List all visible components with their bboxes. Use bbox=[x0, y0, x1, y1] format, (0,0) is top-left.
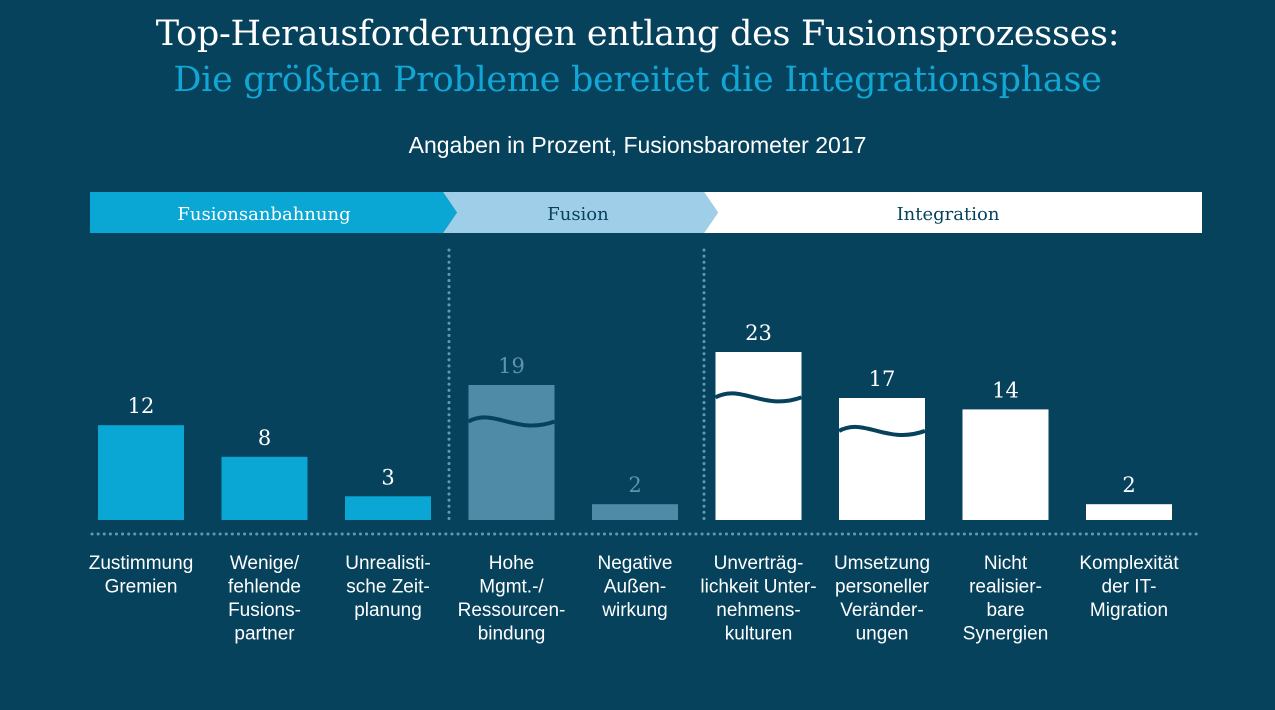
phase-dividers bbox=[90, 248, 1204, 536]
category-label-line: realisier- bbox=[969, 577, 1042, 598]
category-label-line: partner bbox=[234, 624, 295, 645]
axis-break-mark bbox=[838, 424, 926, 437]
phase-band-fusionsanbahnung bbox=[90, 192, 457, 233]
category-label-line: Gremien bbox=[105, 577, 178, 598]
category-label-line: Komplexität bbox=[1079, 553, 1179, 574]
bar bbox=[839, 398, 925, 520]
category-label-line: Negative bbox=[598, 553, 673, 574]
bars: 12 8 3 19 2 23 17 14 2 bbox=[98, 321, 1172, 520]
category-label-line: personeller bbox=[835, 577, 930, 598]
category-label-line: Unrealisti- bbox=[345, 553, 431, 574]
category-label-line: der IT- bbox=[1102, 577, 1157, 598]
data-label: 8 bbox=[258, 426, 271, 450]
data-label: 19 bbox=[498, 354, 525, 378]
category-label-line: Mgmt.-/ bbox=[479, 577, 544, 598]
category-label-line: planung bbox=[354, 600, 422, 621]
category-label-line: Veränder- bbox=[840, 600, 923, 621]
data-label: 17 bbox=[869, 367, 896, 391]
category-label-line: lichkeit Unter- bbox=[700, 577, 816, 598]
chart-title: Top-Herausforderungen entlang des Fusion… bbox=[155, 14, 1120, 54]
category-label: Wenige/fehlende Fusions-partner bbox=[228, 553, 301, 645]
axis-break-mark bbox=[714, 391, 803, 404]
category-label-line: bare bbox=[986, 600, 1024, 621]
category-label-line: Ressourcen- bbox=[458, 600, 566, 621]
category-label-line: Umsetzung bbox=[834, 553, 930, 574]
phase-label-integration: Integration bbox=[897, 204, 1000, 225]
category-label: Unrealisti-sche Zeit-planung bbox=[345, 553, 431, 621]
category-labels: Zustimmung Gremien Wenige/fehlende Fusions-… bbox=[89, 553, 1180, 645]
data-label: 2 bbox=[628, 473, 641, 497]
category-label-line: Synergien bbox=[963, 624, 1049, 645]
category-label: Zustimmung Gremien bbox=[89, 553, 194, 598]
category-label-line: kulturen bbox=[725, 624, 793, 645]
data-label: 14 bbox=[992, 378, 1019, 402]
phase-label-fusionsanbahnung: Fusionsanbahnung bbox=[177, 204, 350, 225]
category-label: Komplexität der IT-Migration bbox=[1079, 553, 1179, 621]
category-label-line: fehlende bbox=[228, 577, 301, 598]
category-label: Hohe Mgmt.-/Ressourcen-bindung bbox=[458, 553, 566, 645]
category-label-line: nehmens- bbox=[716, 600, 801, 621]
phase-band: Fusionsanbahnung Fusion Integration bbox=[90, 192, 1202, 233]
category-label-line: Unverträg- bbox=[714, 553, 804, 574]
phase-label-fusion: Fusion bbox=[547, 204, 609, 225]
category-label-line: bindung bbox=[478, 624, 546, 645]
axis-break-mark bbox=[467, 415, 556, 428]
data-label: 12 bbox=[128, 394, 155, 418]
category-label-line: Nicht bbox=[984, 553, 1028, 574]
category-label: Umsetzung personeller Veränder-ungen bbox=[834, 553, 930, 645]
data-label: 3 bbox=[381, 465, 394, 489]
category-label-line: Außen- bbox=[604, 577, 666, 598]
bar bbox=[1086, 504, 1172, 520]
category-label: Unverträg-lichkeit Unter-nehmens-kulture… bbox=[700, 553, 816, 645]
phase-band-fusion bbox=[443, 192, 718, 233]
category-label-line: ungen bbox=[856, 624, 909, 645]
category-label: Negative Außen-wirkung bbox=[598, 553, 673, 621]
bar bbox=[715, 352, 802, 520]
chart-note: Angaben in Prozent, Fusionsbarometer 201… bbox=[408, 132, 867, 158]
category-label-line: wirkung bbox=[601, 600, 667, 621]
bar bbox=[592, 504, 678, 520]
bar bbox=[221, 456, 308, 520]
category-label: Nicht realisier-bare Synergien bbox=[963, 553, 1049, 645]
phase-band-integration bbox=[704, 192, 1202, 233]
bar bbox=[962, 409, 1049, 520]
category-label-line: Migration bbox=[1090, 600, 1168, 621]
chart-subtitle: Die größten Probleme bereitet die Integr… bbox=[173, 60, 1102, 100]
category-label-line: Fusions- bbox=[228, 600, 301, 621]
data-label: 23 bbox=[745, 321, 772, 345]
category-label-line: sche Zeit- bbox=[346, 577, 429, 598]
category-label-line: Hohe bbox=[489, 553, 534, 574]
bar bbox=[345, 496, 431, 520]
data-label: 2 bbox=[1122, 473, 1135, 497]
category-label-line: Zustimmung bbox=[89, 553, 194, 574]
bar bbox=[468, 385, 555, 520]
category-label-line: Wenige/ bbox=[230, 553, 300, 574]
bar bbox=[98, 425, 184, 520]
